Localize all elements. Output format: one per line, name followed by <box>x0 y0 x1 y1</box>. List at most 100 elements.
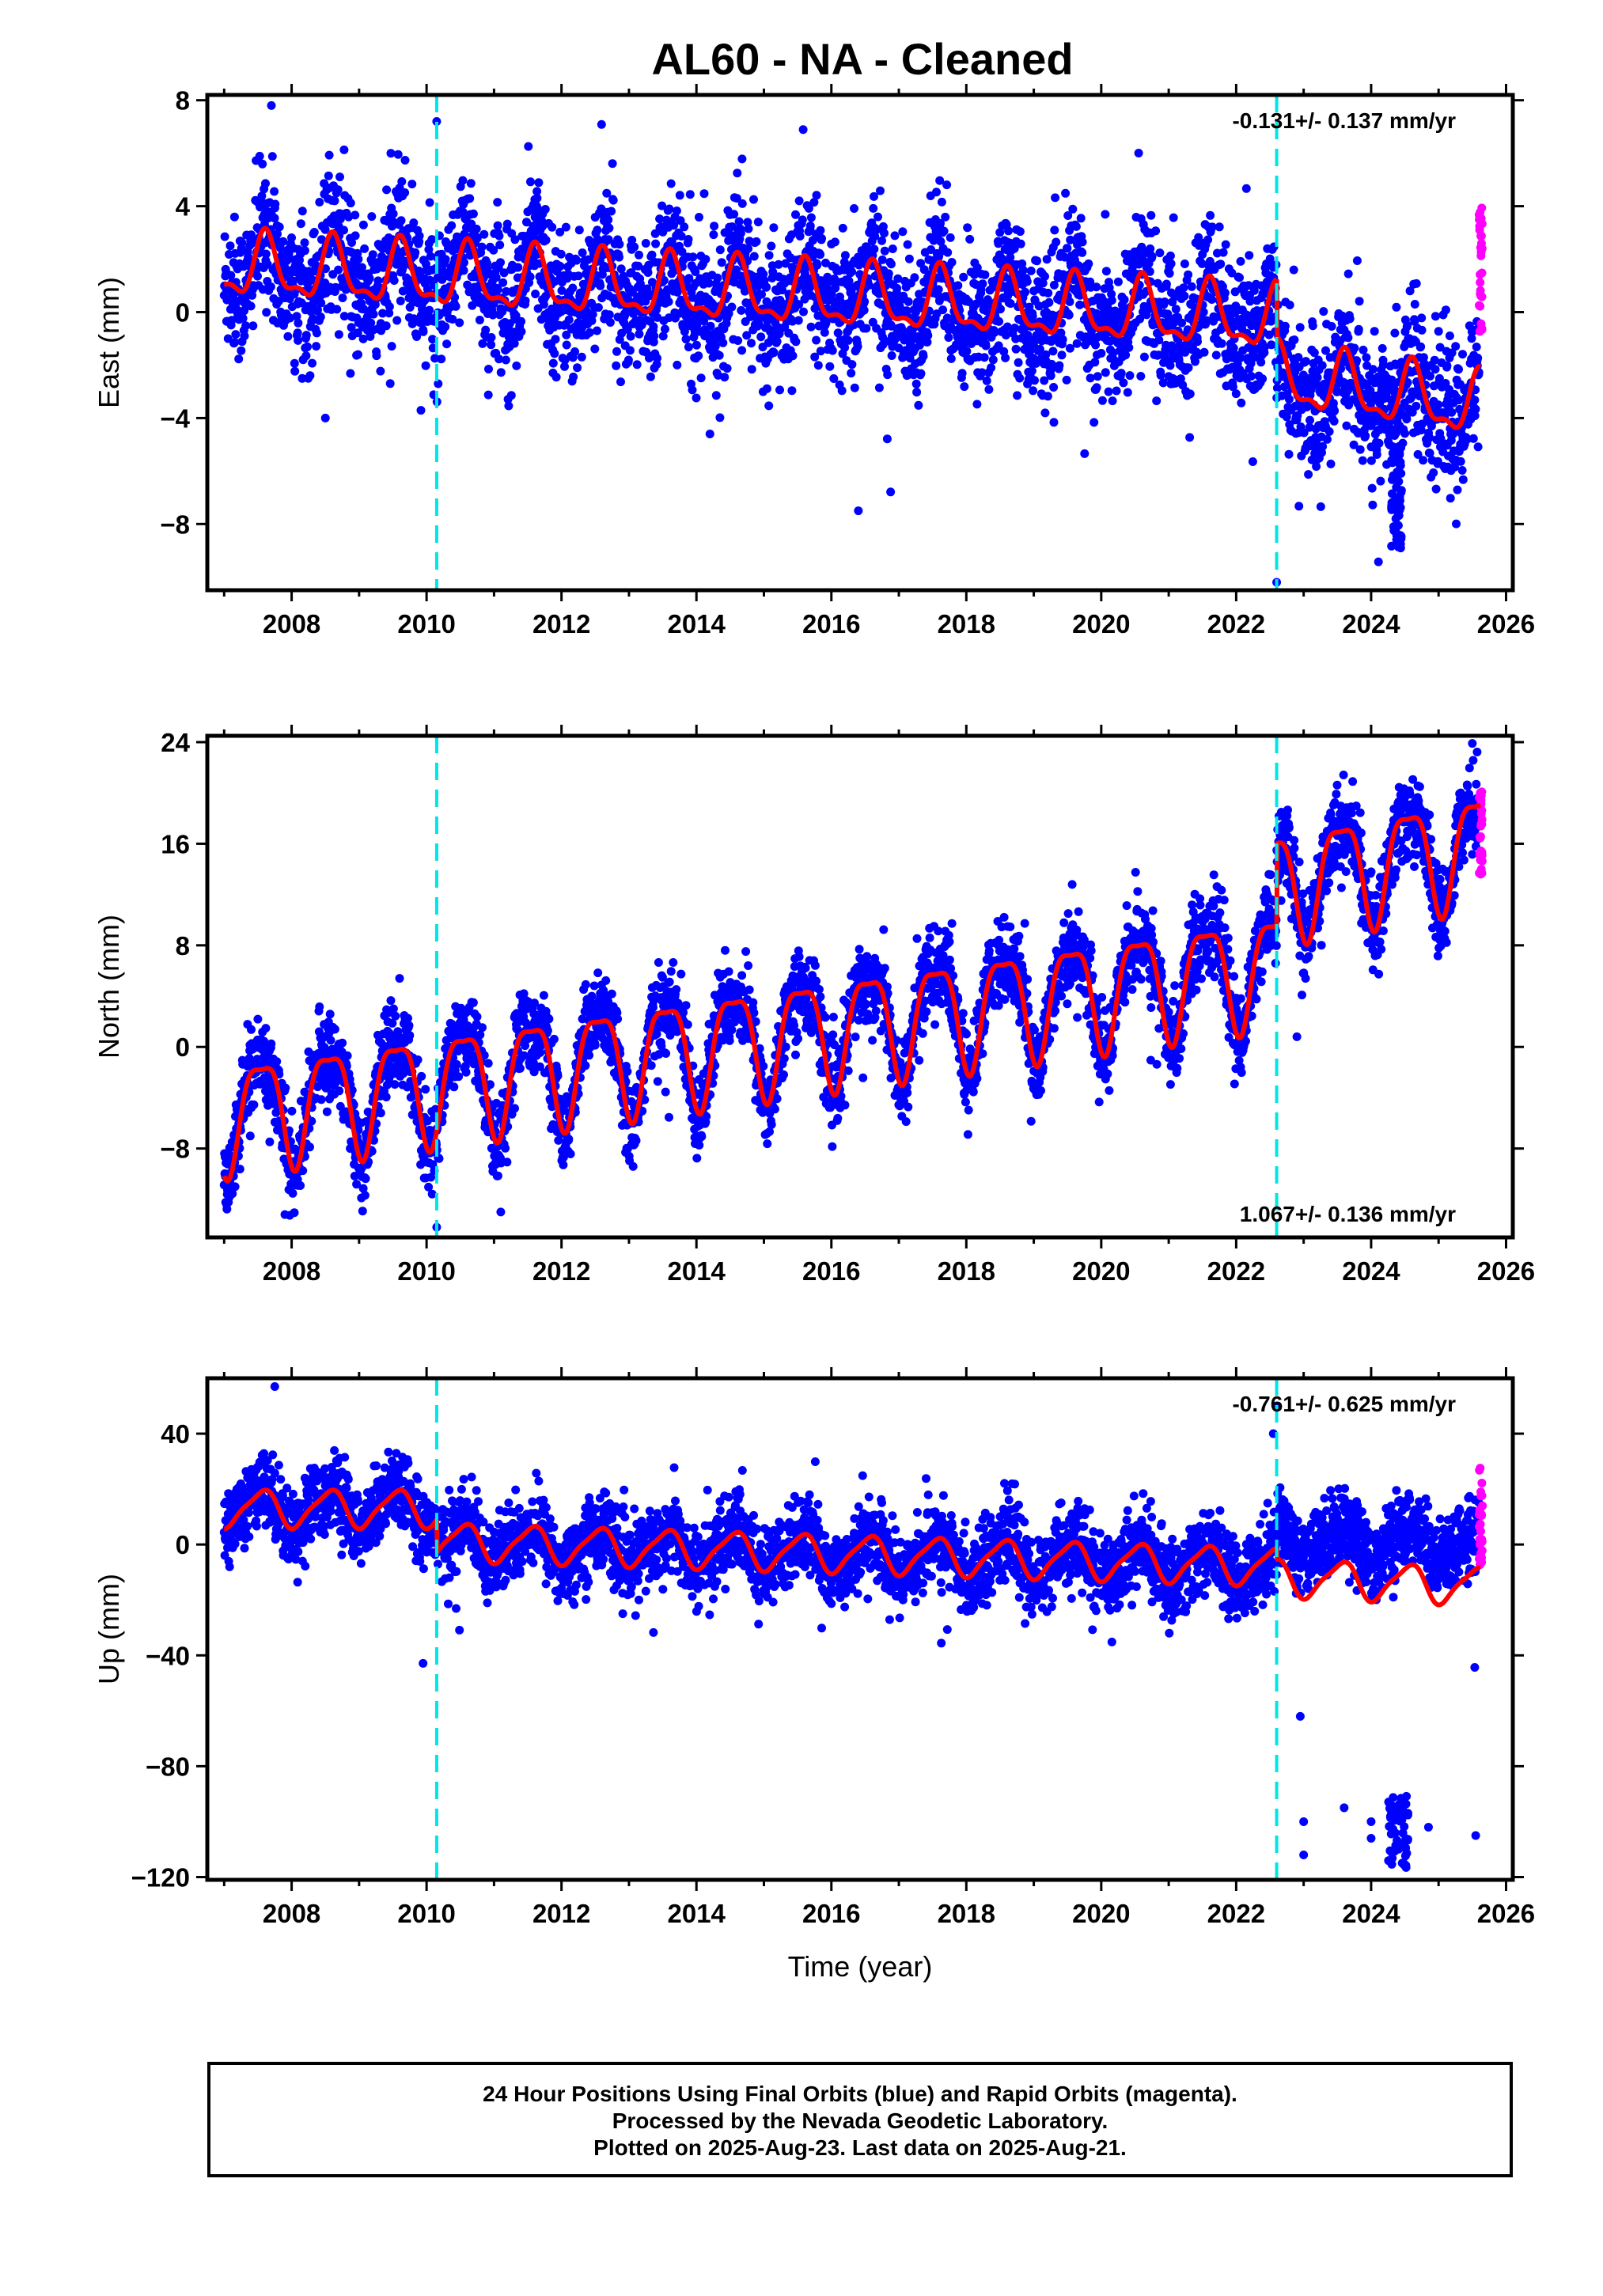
east-point <box>749 252 759 261</box>
east-point <box>699 316 709 326</box>
east-point <box>335 172 344 182</box>
east-point <box>1410 300 1419 309</box>
east-point <box>894 343 904 353</box>
east-point <box>1184 363 1193 373</box>
east-point <box>495 231 504 241</box>
east-point <box>1429 468 1438 477</box>
east-point <box>334 330 343 339</box>
east-point <box>551 335 560 344</box>
east-point <box>978 279 987 289</box>
east-point <box>321 264 330 274</box>
east-point <box>1393 540 1403 550</box>
east-point <box>946 354 956 363</box>
east-point <box>499 268 509 278</box>
east-point <box>962 347 972 356</box>
east-point <box>487 340 496 350</box>
north-point <box>281 1083 290 1093</box>
east-point <box>316 313 325 321</box>
east-point <box>437 354 446 364</box>
east-point <box>468 209 478 218</box>
east-point <box>1216 260 1226 269</box>
east-point <box>850 204 858 213</box>
east-point <box>339 145 349 154</box>
east-point <box>1392 483 1401 492</box>
east-point <box>938 305 948 315</box>
east-point <box>1113 277 1123 286</box>
east-point <box>484 365 493 373</box>
east-point <box>684 343 693 352</box>
east-point <box>293 328 302 338</box>
east-point <box>561 222 570 232</box>
east-point <box>506 391 516 400</box>
east-point <box>564 315 574 324</box>
east-rapid-point <box>1476 231 1486 241</box>
east-point <box>878 340 888 350</box>
east-point <box>1217 339 1226 348</box>
east-point <box>627 236 637 244</box>
east-point <box>1389 522 1398 532</box>
east-point <box>680 222 689 232</box>
east-point <box>886 260 896 269</box>
east-point <box>495 354 504 364</box>
east-point <box>607 206 616 216</box>
north-point <box>404 1021 414 1030</box>
east-point <box>1345 314 1355 324</box>
east-point <box>491 273 501 282</box>
east-point <box>635 329 644 339</box>
east-point <box>767 274 777 282</box>
east-point <box>915 340 924 350</box>
east-point <box>880 246 889 256</box>
east-point <box>593 326 601 335</box>
east-point <box>1156 370 1165 380</box>
east-point <box>768 267 778 277</box>
east-point <box>1033 256 1041 266</box>
east-point <box>1101 368 1110 377</box>
east-point <box>1097 396 1107 405</box>
east-point <box>912 388 922 397</box>
east-point <box>1431 312 1440 321</box>
east-point <box>1289 265 1298 275</box>
east-point <box>893 274 903 283</box>
east-point <box>578 248 587 257</box>
east-point <box>1395 448 1404 457</box>
east-point <box>248 321 258 331</box>
east-point <box>396 216 406 225</box>
east-point <box>980 353 989 362</box>
east-point <box>1317 361 1327 370</box>
east-point <box>647 250 657 260</box>
east-point <box>947 258 957 267</box>
east-point <box>1040 408 1050 418</box>
east-point <box>634 261 643 271</box>
east-point <box>233 306 243 316</box>
east-point <box>1018 266 1028 275</box>
east-point <box>283 332 293 341</box>
east-point <box>475 316 484 324</box>
east-point <box>1387 456 1396 465</box>
east-point <box>1419 456 1428 465</box>
east-point <box>238 313 248 323</box>
east-point <box>339 225 348 235</box>
east-point <box>829 374 839 383</box>
east-x-tick-label: 2016 <box>802 609 860 638</box>
east-point <box>675 191 684 200</box>
east-point <box>1374 557 1383 566</box>
east-point <box>415 231 424 241</box>
east-point <box>669 221 679 230</box>
east-point <box>850 383 859 392</box>
east-point <box>898 227 908 237</box>
east-point <box>816 250 825 260</box>
east-point <box>1014 358 1023 367</box>
east-point <box>569 372 578 381</box>
east-point <box>1061 188 1071 198</box>
east-point <box>270 187 279 196</box>
east-point <box>1352 256 1362 265</box>
east-point <box>358 220 368 229</box>
east-point <box>574 271 583 281</box>
east-point <box>691 267 700 276</box>
east-point <box>1431 484 1441 494</box>
east-point <box>1258 374 1268 384</box>
east-point <box>397 177 407 186</box>
east-point <box>330 196 339 206</box>
east-point <box>874 383 884 392</box>
east-point <box>1328 399 1338 408</box>
